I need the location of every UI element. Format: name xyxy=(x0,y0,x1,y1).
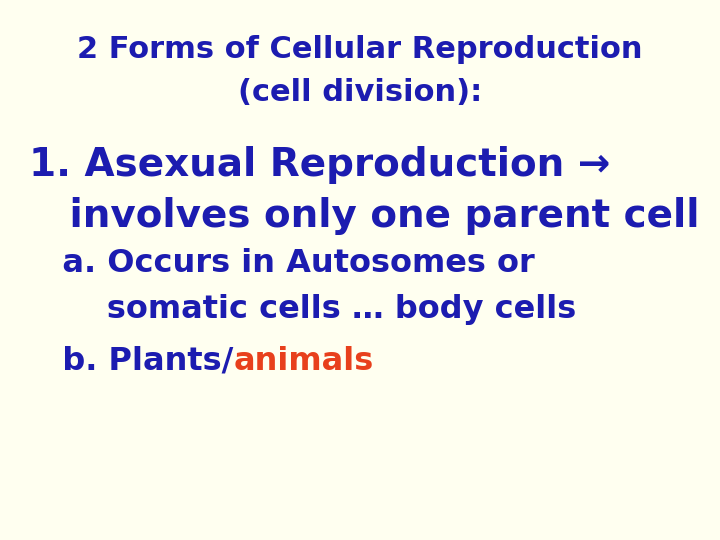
Text: 2 Forms of Cellular Reproduction: 2 Forms of Cellular Reproduction xyxy=(77,35,643,64)
Text: somatic cells … body cells: somatic cells … body cells xyxy=(29,294,576,325)
Text: a. Occurs in Autosomes or: a. Occurs in Autosomes or xyxy=(29,248,534,279)
Text: animals: animals xyxy=(233,346,374,376)
Text: involves only one parent cell: involves only one parent cell xyxy=(29,197,699,235)
Text: b. Plants/: b. Plants/ xyxy=(29,346,233,376)
Text: (cell division):: (cell division): xyxy=(238,78,482,107)
Text: 1. Asexual Reproduction →: 1. Asexual Reproduction → xyxy=(29,146,610,184)
